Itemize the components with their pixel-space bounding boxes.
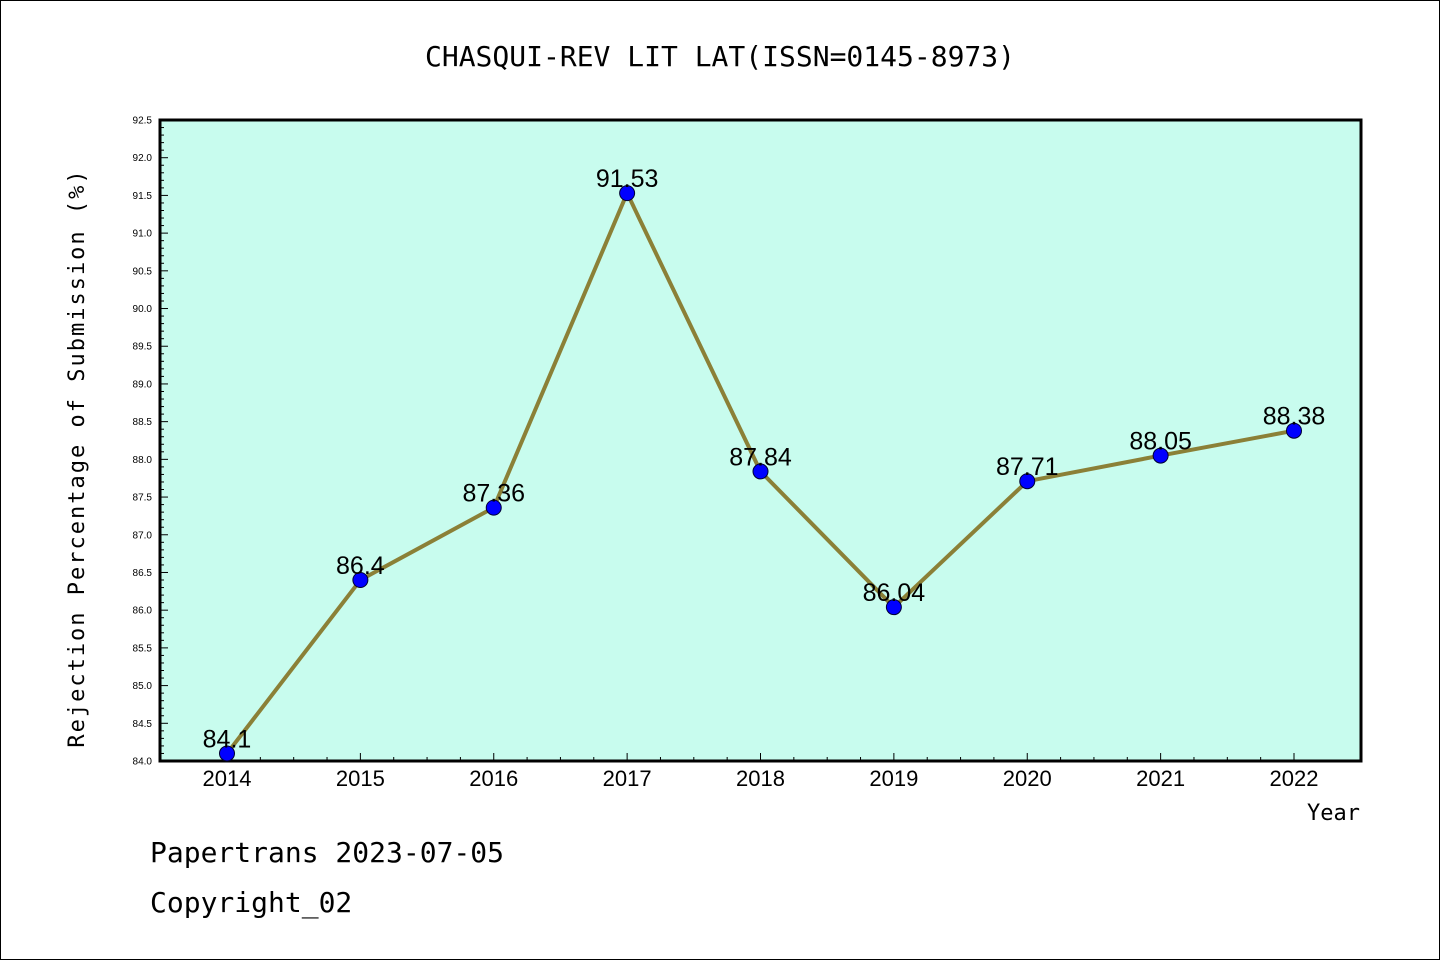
y-tick-label: 84.5	[133, 719, 153, 730]
y-tick-label: 92.0	[133, 153, 153, 164]
data-label: 88.38	[1263, 403, 1326, 431]
y-tick-label: 88.5	[133, 417, 153, 428]
x-tick-label: 2014	[203, 766, 252, 791]
y-tick-label: 86.5	[133, 568, 153, 579]
y-tick-label: 91.0	[133, 229, 153, 240]
x-axis: 2014 2015 2016 2017 2018 2019 2020 2021 2022	[203, 753, 1319, 791]
y-axis: 84.0 84.5 85.0 85.5 86.0 86.5 87.0 87.5 88.0 88.5…	[133, 116, 168, 768]
y-tick-label: 89.0	[133, 379, 153, 390]
y-tick-label: 87.0	[133, 530, 153, 541]
data-point	[1019, 473, 1036, 490]
data-point	[352, 572, 369, 589]
data-point	[1152, 447, 1169, 464]
y-tick-label: 90.5	[133, 266, 153, 277]
data-markers	[219, 185, 1302, 762]
data-point	[752, 463, 769, 480]
x-tick-label: 2022	[1270, 766, 1319, 791]
data-point	[619, 185, 636, 202]
data-label: 86.04	[863, 579, 926, 607]
data-label: 91.53	[596, 165, 659, 193]
x-axis-label: Year	[1307, 801, 1360, 826]
chart-title: CHASQUI-REV LIT LAT(ISSN=0145-8973)	[425, 40, 1015, 73]
x-tick-label: 2016	[469, 766, 518, 791]
data-point	[485, 499, 502, 516]
y-tick-label: 88.0	[133, 455, 153, 466]
y-tick-label: 90.0	[133, 304, 153, 315]
x-tick-label: 2017	[603, 766, 652, 791]
y-tick-label: 92.5	[133, 116, 153, 127]
x-tick-label: 2015	[336, 766, 385, 791]
y-tick-label: 85.0	[133, 681, 153, 692]
data-label: 87.84	[729, 443, 792, 471]
plot-area	[158, 118, 1363, 763]
x-tick-label: 2020	[1003, 766, 1052, 791]
y-tick-label: 85.5	[133, 643, 153, 654]
data-point	[1286, 422, 1302, 439]
footer-date: Papertrans 2023-07-05	[150, 836, 505, 869]
data-point	[885, 599, 902, 616]
y-axis-label: Rejection Percentage of Submission (%)	[65, 168, 90, 747]
x-tick-label: 2019	[869, 766, 918, 791]
x-tick-label: 2021	[1136, 766, 1185, 791]
data-label: 86.4	[336, 552, 385, 580]
footer-copyright: Copyright_02	[150, 886, 353, 919]
y-tick-label: 86.0	[133, 606, 153, 617]
data-point	[219, 745, 235, 762]
y-tick-label: 91.5	[133, 191, 153, 202]
y-tick-label: 89.5	[133, 342, 153, 353]
y-tick-label: 87.5	[133, 493, 153, 504]
data-label: 87.71	[996, 453, 1059, 481]
data-label: 88.05	[1129, 428, 1192, 456]
data-labels: 84.1 86.4 87.36 91.53 87.84 86.04 87.71 88.05 88…	[203, 165, 1326, 753]
y-tick-label: 84.0	[133, 757, 153, 768]
data-label: 84.1	[203, 725, 252, 753]
data-label: 87.36	[462, 480, 525, 508]
x-tick-label: 2018	[736, 766, 785, 791]
